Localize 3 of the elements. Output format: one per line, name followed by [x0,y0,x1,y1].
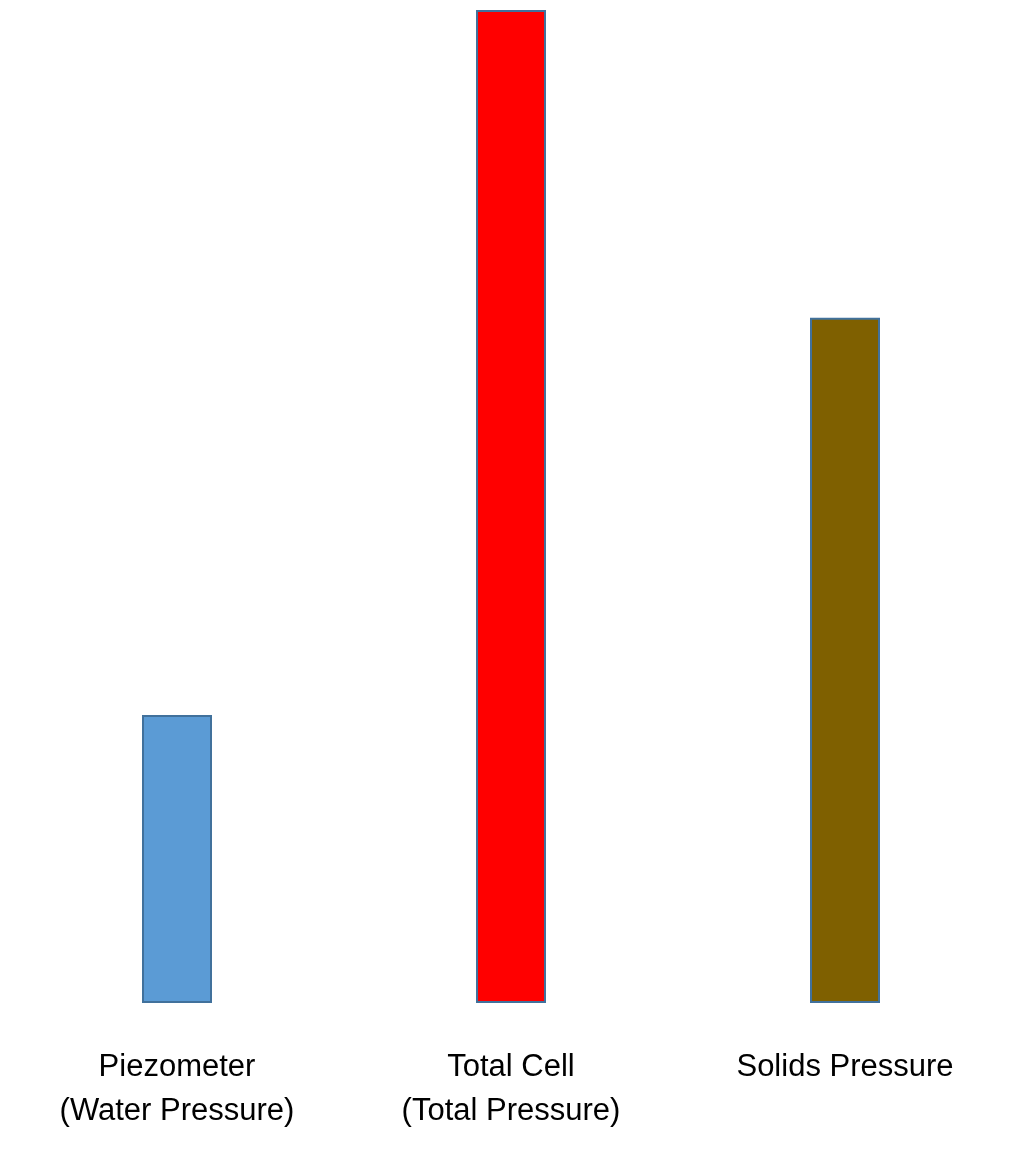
x-tick-label: Total Cell (Total Pressure) [401,1047,621,1127]
x-tick-label: Piezometer (Water Pressure) [59,1047,295,1127]
x-tick-label: Solids Pressure [736,1047,954,1083]
